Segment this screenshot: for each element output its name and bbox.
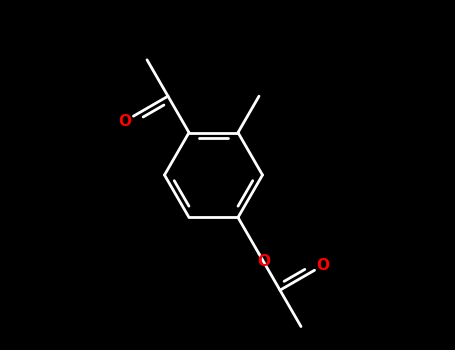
Text: O: O xyxy=(317,258,329,273)
Text: O: O xyxy=(257,254,270,269)
Text: O: O xyxy=(118,113,131,128)
